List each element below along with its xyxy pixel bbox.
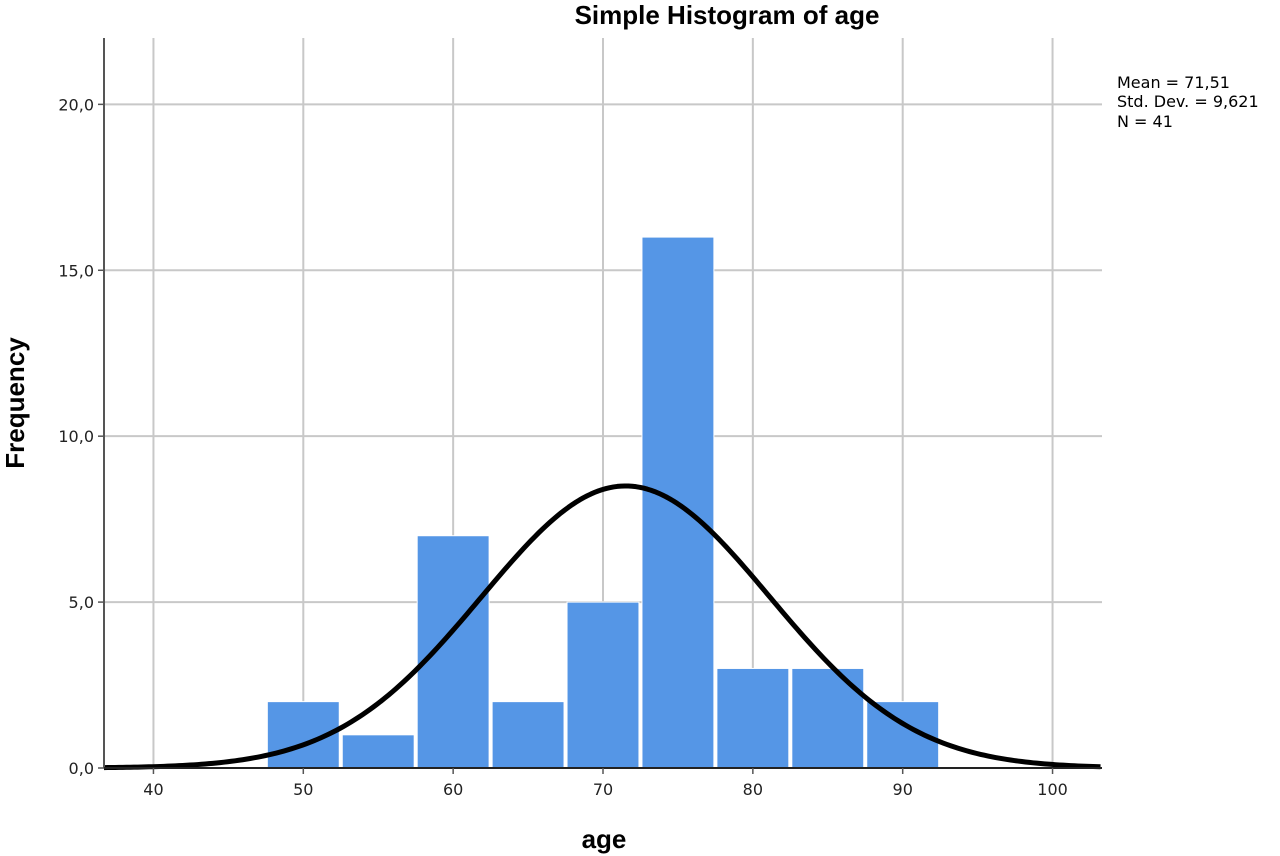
x-tick-label: 80 [743,780,763,799]
x-tick-label: 100 [1037,780,1068,799]
gridlines [104,38,1102,768]
normal-curve [103,483,1101,771]
y-tick-label: 15,0 [58,261,94,280]
x-tick-label: 70 [593,780,613,799]
chart-title: Simple Histogram of age [575,0,880,30]
histogram-bars [266,236,940,769]
y-tick-label: 20,0 [58,95,94,114]
x-tick-label: 90 [893,780,913,799]
histogram-bar [341,734,415,769]
axes [98,38,1102,774]
histogram-bar [716,667,790,769]
y-axis-label: Frequency [0,337,30,469]
y-tick-label: 5,0 [69,593,94,612]
x-tick-label: 40 [143,780,163,799]
x-tick-labels: 40 50 60 70 80 90 100 [143,780,1068,799]
y-tick-label: 0,0 [69,759,94,778]
stats-mean: Mean = 71,51 [1117,73,1230,92]
stats-box: Mean = 71,51 Std. Dev. = 9,621 N = 41 [1117,73,1259,131]
x-axis-label: age [582,824,627,854]
y-tick-label: 10,0 [58,427,94,446]
histogram-bar [416,535,490,769]
normal-curve-layer [103,483,1101,771]
y-tick-labels: 0,0 5,0 10,0 15,0 20,0 [58,95,94,778]
x-tick-label: 50 [293,780,313,799]
x-tick-label: 60 [443,780,463,799]
stats-n: N = 41 [1117,112,1173,131]
histogram-bar [491,701,565,769]
stats-std-dev: Std. Dev. = 9,621 [1117,92,1259,111]
histogram-bar [566,601,640,769]
